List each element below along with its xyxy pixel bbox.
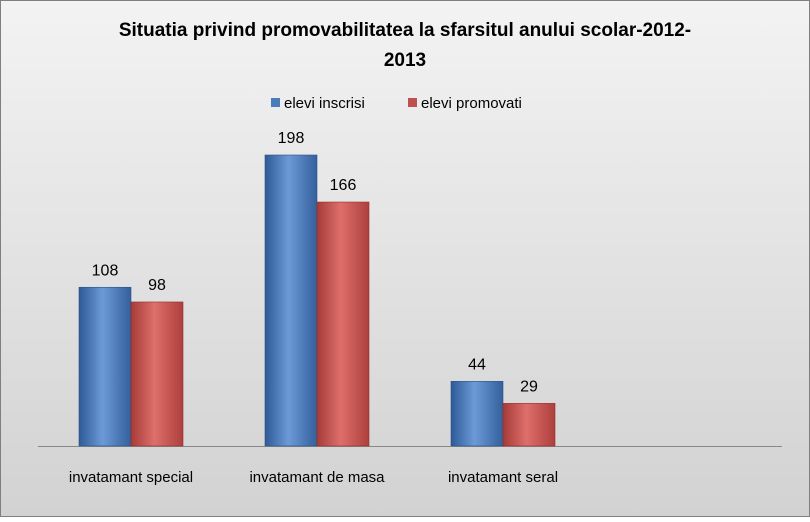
legend-label-elevi-promovati: elevi promovati <box>421 95 522 112</box>
chart-title-line-1: Situatia privind promovabilitatea la sfa… <box>119 20 691 41</box>
bar-elevi-inscrisi-1[interactable] <box>264 154 318 447</box>
bar-elevi-inscrisi-0[interactable] <box>78 286 132 447</box>
legend: elevi inscrisi elevi promovati <box>271 95 522 112</box>
plot-area: 108 98 invatamant special 198 166 invatamant … <box>38 130 782 486</box>
bar-elevi-promovati-2[interactable] <box>502 403 556 447</box>
data-label: 166 <box>330 177 357 194</box>
category-label: invatamant seral <box>448 469 558 486</box>
data-label: 29 <box>520 378 538 395</box>
legend-label-elevi-inscrisi: elevi inscrisi <box>284 95 365 112</box>
bar-elevi-promovati-0[interactable] <box>130 301 184 447</box>
data-label: 198 <box>278 130 305 147</box>
data-label: 98 <box>148 277 166 294</box>
data-label: 108 <box>92 262 119 279</box>
bar-elevi-promovati-1[interactable] <box>316 201 370 447</box>
chart-title-line-2: 2013 <box>384 50 426 71</box>
legend-swatch-elevi-promovati <box>408 98 417 107</box>
bar-elevi-inscrisi-2[interactable] <box>450 381 504 447</box>
legend-swatch-elevi-inscrisi <box>271 98 280 107</box>
category-label: invatamant de masa <box>249 469 385 486</box>
category-label: invatamant special <box>69 469 193 486</box>
data-label: 44 <box>468 356 486 373</box>
